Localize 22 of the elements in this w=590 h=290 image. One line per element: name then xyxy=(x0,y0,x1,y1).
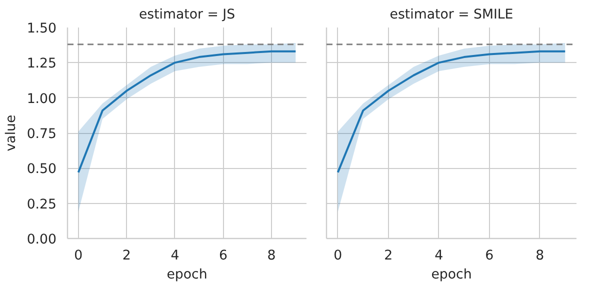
y-tick-label: 1.25 xyxy=(26,56,57,72)
x-tick-label: 0 xyxy=(74,248,83,264)
x-tick-label: 8 xyxy=(536,248,544,264)
y-tick-label: 0.50 xyxy=(26,162,57,178)
chart-title: estimator = JS xyxy=(138,8,236,22)
chart-title: estimator = SMILE xyxy=(390,8,514,22)
x-tick-label: 6 xyxy=(218,248,228,264)
y-axis-title: value xyxy=(4,114,19,152)
x-axis-title: epoch xyxy=(166,268,208,282)
x-tick-label: 0 xyxy=(334,248,342,264)
y-tick-label: 1.00 xyxy=(26,92,57,107)
x-tick-label: 2 xyxy=(122,248,131,264)
x-tick-label: 4 xyxy=(434,248,444,264)
x-tick-label: 8 xyxy=(267,248,276,264)
x-axis-title: epoch xyxy=(431,268,472,282)
x-tick-label: 6 xyxy=(485,248,494,264)
x-tick-label: 4 xyxy=(170,248,180,264)
y-tick-label: 0.25 xyxy=(26,197,57,212)
y-tick-label: 1.50 xyxy=(26,22,57,36)
y-tick-label: 0.00 xyxy=(26,232,57,248)
x-tick-label: 2 xyxy=(384,248,393,264)
y-tick-label: 0.75 xyxy=(26,127,57,142)
